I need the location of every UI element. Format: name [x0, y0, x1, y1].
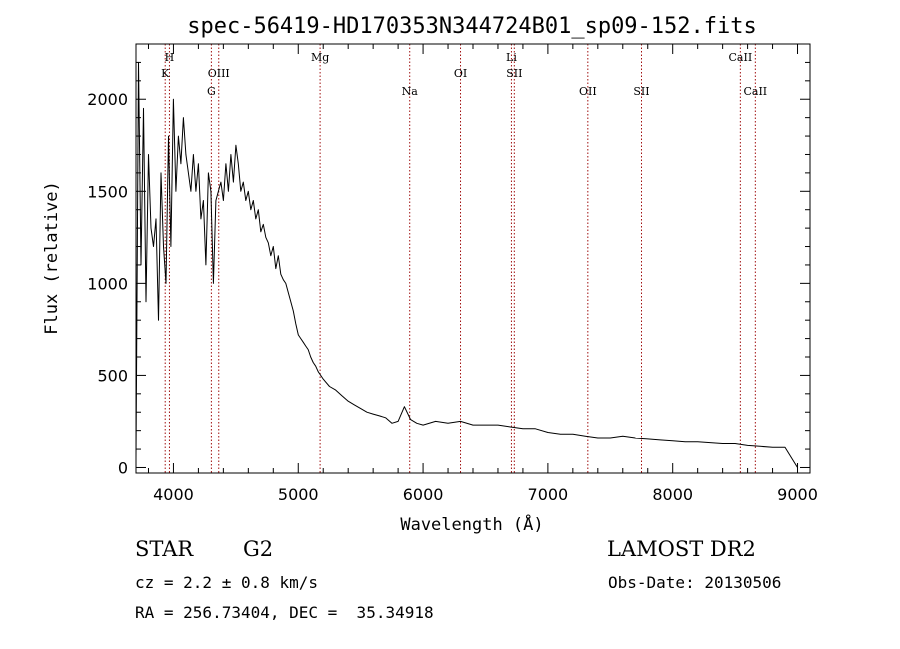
emission-line-label: Mg — [311, 51, 329, 64]
spectrum-layer — [135, 61, 798, 468]
emission-lines-layer: HK OIII G Mg Na OI Li SII OII SII CaII CaII — [161, 44, 767, 473]
x-tick-label: 7000 — [528, 485, 569, 504]
x-tick-label: 5000 — [278, 485, 319, 504]
object-class: STAR — [135, 537, 194, 561]
emission-line-label: SII — [633, 85, 649, 98]
x-tick-label: 6000 — [403, 485, 444, 504]
emission-line-label: OI — [454, 67, 467, 80]
y-tick-label: 0 — [118, 458, 128, 477]
spectrum-series-line — [135, 61, 798, 468]
ra-dec: RA = 256.73404, DEC = 35.34918 — [135, 603, 434, 622]
emission-line-label: OIII — [208, 67, 230, 80]
emission-line-label: CaII — [729, 51, 753, 64]
y-tick-label: 500 — [97, 366, 128, 385]
emission-line-label: OII — [579, 85, 597, 98]
y-tick-label: 2000 — [87, 90, 128, 109]
chart-title: spec-56419-HD170353N344724B01_sp09-152.f… — [187, 14, 757, 39]
x-tick-label: 9000 — [777, 485, 818, 504]
emission-line-label: SII — [506, 67, 522, 80]
emission-line-label: K — [161, 67, 170, 80]
y-axis-label: Flux (relative) — [42, 181, 62, 335]
emission-line-label: H — [165, 51, 175, 64]
emission-line-label: CaII — [743, 85, 767, 98]
x-axis-label: Wavelength (Å) — [400, 513, 543, 535]
survey-name: LAMOST DR2 — [607, 537, 756, 561]
redshift-cz: cz = 2.2 ± 0.8 km/s — [135, 573, 319, 592]
y-tick-label: 1500 — [87, 182, 128, 201]
plot-frame — [135, 43, 811, 474]
x-tick-label: 4000 — [153, 485, 194, 504]
x-tick-label: 8000 — [652, 485, 693, 504]
obs-date: Obs-Date: 20130506 — [608, 573, 782, 592]
y-axis: 0 500 1000 1500 2000 — [87, 61, 810, 477]
y-tick-label: 1000 — [87, 274, 128, 293]
emission-line-label: G — [207, 85, 216, 98]
emission-line-label: Li — [506, 51, 517, 64]
object-subclass: G2 — [243, 537, 274, 561]
emission-line-label: Na — [402, 85, 419, 98]
x-axis: 4000 5000 6000 7000 8000 9000 — [147, 44, 818, 504]
